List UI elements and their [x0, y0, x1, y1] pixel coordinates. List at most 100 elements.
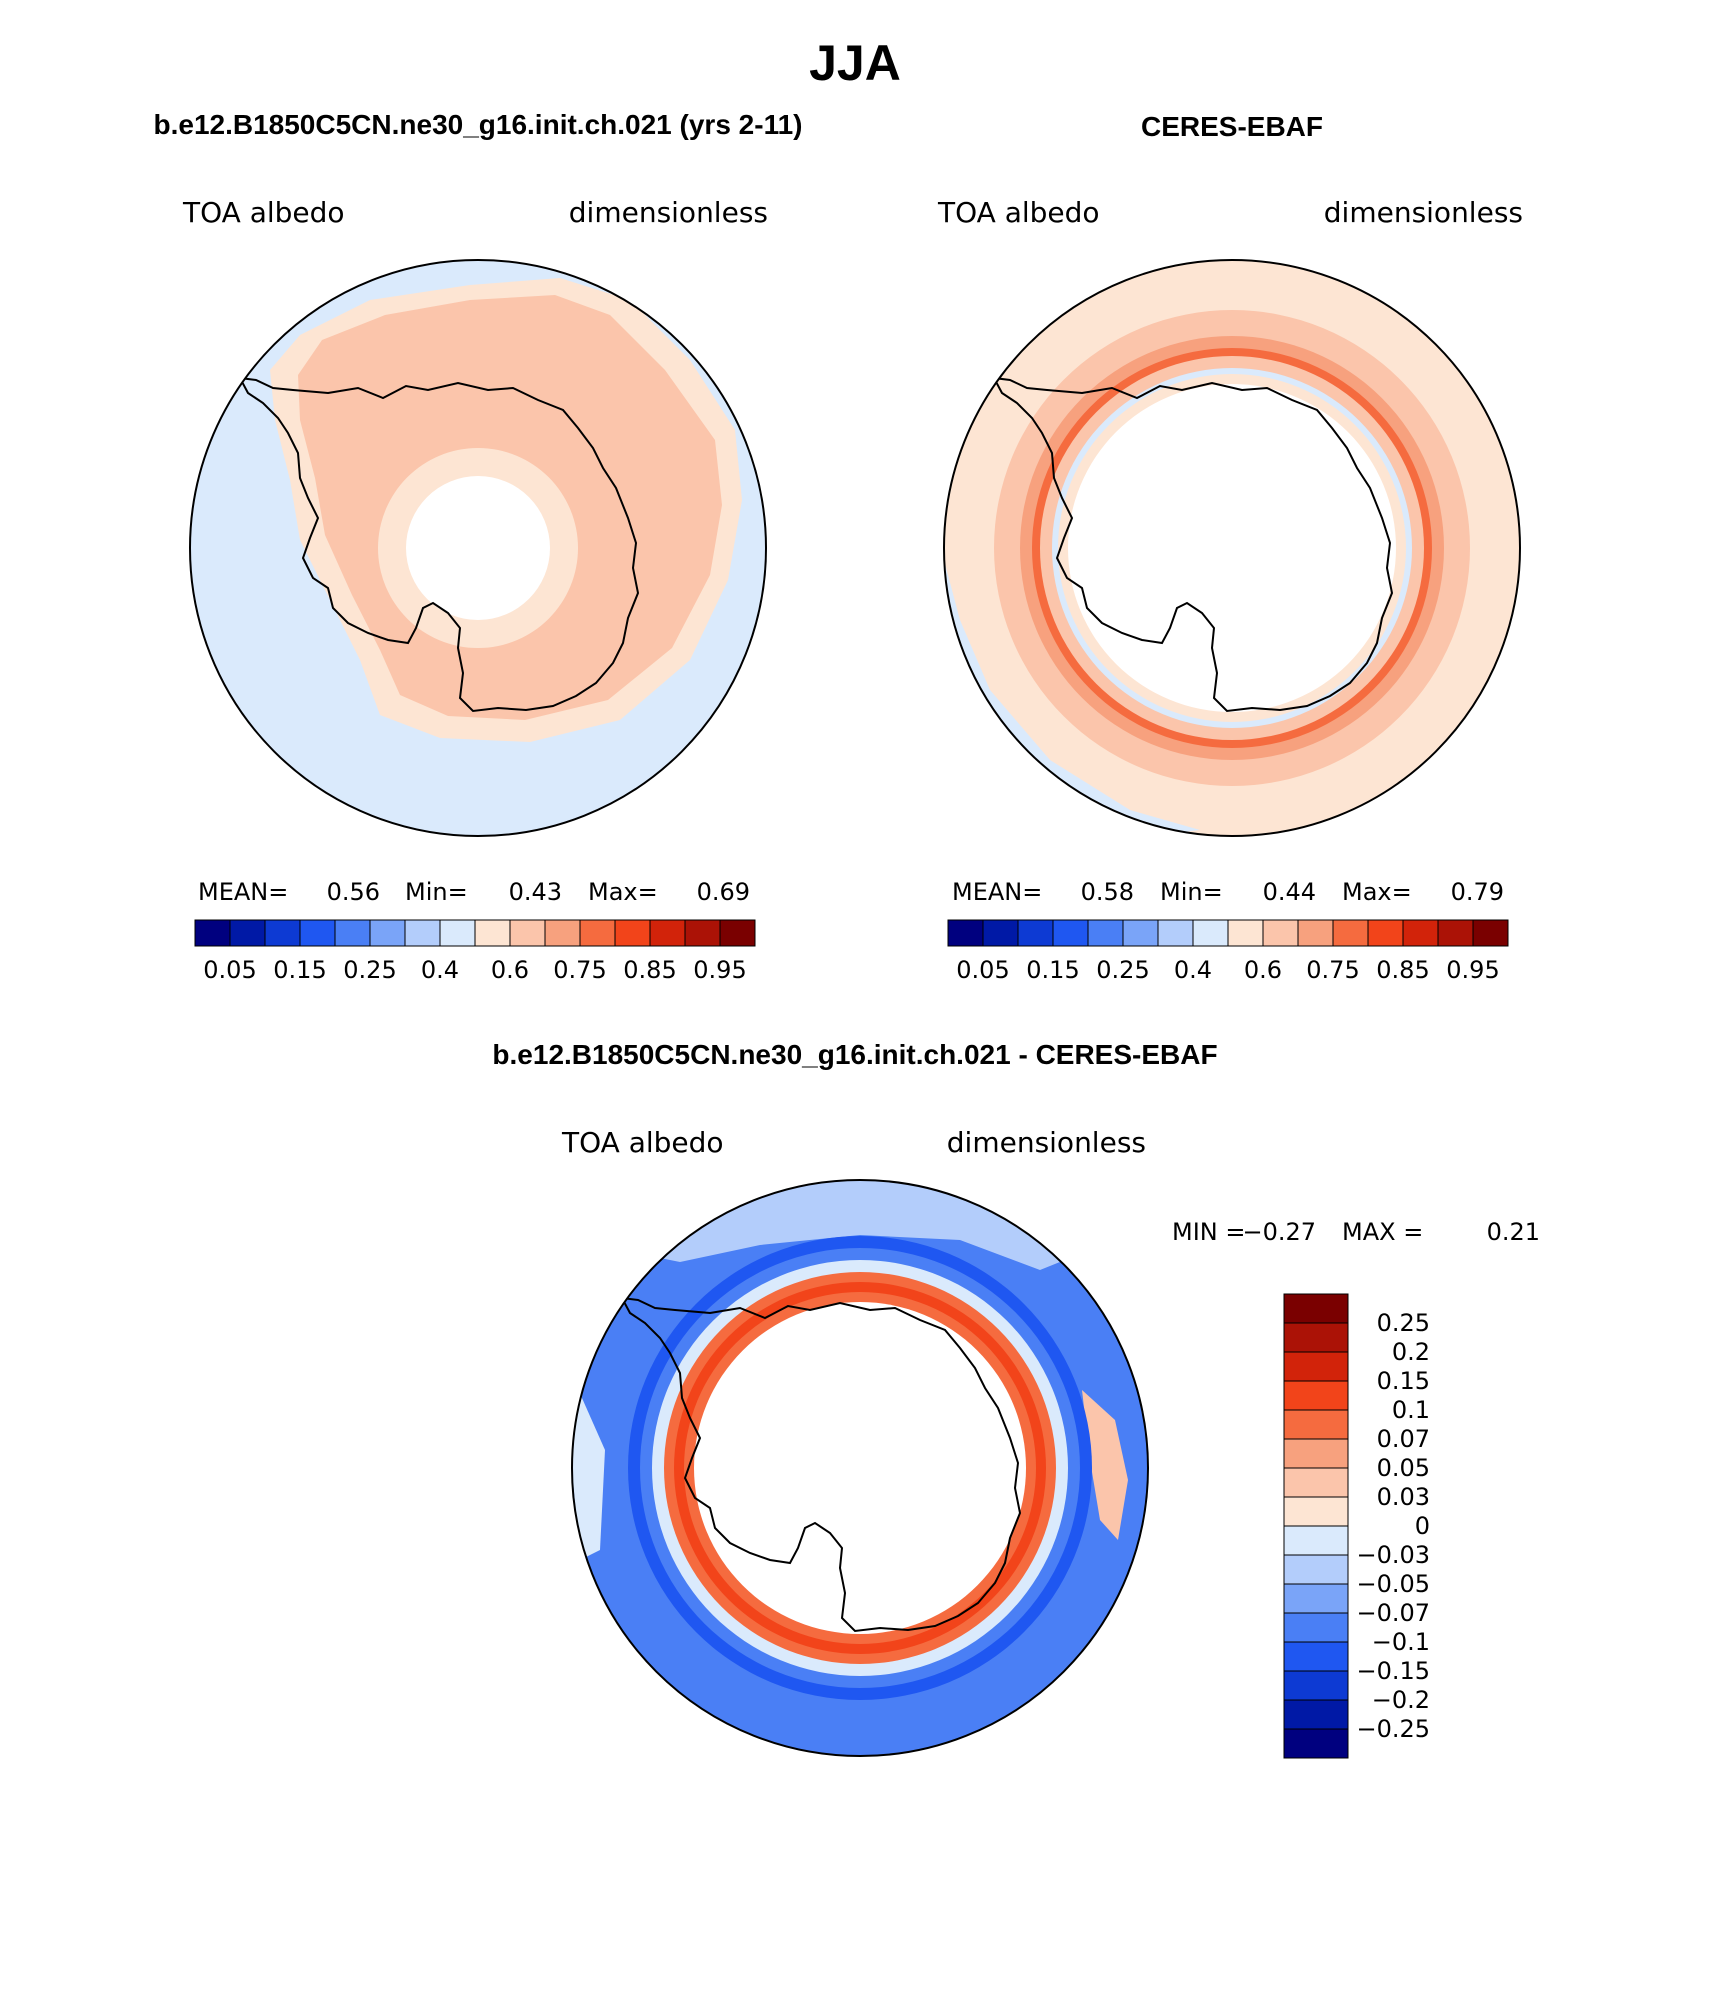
- colorbar-box: [1283, 1554, 1349, 1585]
- colorbar-tick-label: 0.85: [623, 956, 676, 984]
- panel-diff-left-label: TOA albedo: [561, 1126, 724, 1159]
- colorbar-tick-label: 0.05: [1377, 1454, 1430, 1482]
- colorbar-tick-label: −0.05: [1356, 1570, 1430, 1598]
- colorbar-box: [1472, 919, 1509, 947]
- colorbar-box: [1437, 919, 1474, 947]
- map-boundary: [571, 1179, 1149, 1757]
- colorbar-tick-label: 0.4: [421, 956, 459, 984]
- colorbar-box: [1297, 919, 1334, 947]
- colorbar-box: [1283, 1438, 1349, 1469]
- stat-min-label: MIN =: [1172, 1218, 1245, 1246]
- colorbar-box: [1332, 919, 1369, 947]
- stat-min-value: 0.44: [1263, 878, 1316, 906]
- missing-data-interior: [1068, 384, 1396, 712]
- panel-model: b.e12.B1850C5CN.ne30_g16.init.ch.021 (yr…: [153, 109, 802, 984]
- colorbar-box: [544, 919, 581, 947]
- colorbar-box: [474, 919, 511, 947]
- figure-title: JJA: [809, 35, 901, 91]
- colorbar-box: [1283, 1583, 1349, 1614]
- colorbar-box: [1052, 919, 1089, 947]
- panel-model-colorbar: 0.05 0.15 0.25 0.4 0.6 0.75 0.85 0.95: [194, 919, 756, 984]
- colorbar-tick-label: 0.03: [1377, 1483, 1430, 1511]
- stat-mean-label: MEAN=: [952, 878, 1042, 906]
- colorbar-box: [1017, 919, 1054, 947]
- missing-data-interior: [694, 1302, 1026, 1634]
- positive-bias-east: [1082, 1390, 1128, 1540]
- missing-data-pole: [406, 476, 550, 620]
- colorbar-box: [1283, 1409, 1349, 1440]
- colorbar-box: [1283, 1699, 1349, 1730]
- colorbar-box: [369, 919, 406, 947]
- map-boundary: [189, 259, 767, 837]
- stat-max-value: 0.79: [1451, 878, 1504, 906]
- colorbar-box: [334, 919, 371, 947]
- panel-model-stats: MEAN= 0.56 Min= 0.43 Max= 0.69: [198, 878, 750, 906]
- panel-diff-right-label: dimensionless: [947, 1126, 1146, 1159]
- stat-max-value: 0.69: [697, 878, 750, 906]
- colorbar-box: [404, 919, 441, 947]
- colorbar-tick-label: 0.6: [1244, 956, 1282, 984]
- colorbar-box: [1283, 1670, 1349, 1701]
- panel-model-left-label: TOA albedo: [182, 196, 345, 229]
- colorbar-tick-label: 0.95: [1446, 956, 1499, 984]
- colorbar-box: [1283, 1641, 1349, 1672]
- stat-mean-value: 0.58: [1081, 878, 1134, 906]
- colorbar-box: [1367, 919, 1404, 947]
- colorbar-tick-label: −0.07: [1356, 1599, 1430, 1627]
- panel-obs-map: [944, 260, 1520, 836]
- stat-max-label: Max=: [1342, 878, 1412, 906]
- panel-model-map: [190, 260, 766, 836]
- colorbar-box: [947, 919, 984, 947]
- panel-model-right-label: dimensionless: [569, 196, 768, 229]
- stat-min-label: Min=: [405, 878, 468, 906]
- colorbar-tick-label: 0.05: [203, 956, 256, 984]
- colorbar-box: [1262, 919, 1299, 947]
- colorbar-box: [1192, 919, 1229, 947]
- stat-min-value: 0.43: [509, 878, 562, 906]
- colorbar-tick-label: 0.1: [1392, 1396, 1430, 1424]
- colorbar-box: [1283, 1351, 1349, 1382]
- colorbar-tick-label: 0.6: [491, 956, 529, 984]
- stat-max-value: 0.21: [1487, 1218, 1540, 1246]
- colorbar-tick-label: −0.2: [1372, 1686, 1430, 1714]
- colorbar-tick-label: −0.03: [1356, 1541, 1430, 1569]
- colorbar-box: [684, 919, 721, 947]
- panel-diff-colorbar: 0.250.20.150.10.070.050.030−0.03−0.05−0.…: [1283, 1293, 1430, 1759]
- colorbar-tick-label: 0.15: [273, 956, 326, 984]
- colorbar-box: [229, 919, 266, 947]
- colorbar-box: [1283, 1612, 1349, 1643]
- colorbar-box: [264, 919, 301, 947]
- panel-obs-colorbar: 0.05 0.15 0.25 0.4 0.6 0.75 0.85 0.95: [947, 919, 1509, 984]
- stat-max-label: Max=: [588, 878, 658, 906]
- colorbar-tick-label: 0.95: [693, 956, 746, 984]
- colorbar-tick-label: 0.85: [1376, 956, 1429, 984]
- colorbar-tick-label: 0.25: [343, 956, 396, 984]
- panel-obs-left-label: TOA albedo: [937, 196, 1100, 229]
- colorbar-box: [982, 919, 1019, 947]
- colorbar-tick-label: 0.05: [956, 956, 1009, 984]
- colorbar-tick-label: −0.1: [1372, 1628, 1430, 1656]
- panel-diff-map: [572, 1180, 1148, 1756]
- colorbar-tick-label: 0.15: [1377, 1367, 1430, 1395]
- colorbar-box: [614, 919, 651, 947]
- stat-min-value: −0.27: [1242, 1218, 1316, 1246]
- colorbar-tick-label: 0.25: [1096, 956, 1149, 984]
- colorbar-tick-label: −0.15: [1356, 1657, 1430, 1685]
- colorbar-tick-label: 0: [1415, 1512, 1430, 1540]
- colorbar-box: [1227, 919, 1264, 947]
- colorbar-box: [439, 919, 476, 947]
- stat-max-label: MAX =: [1342, 1218, 1423, 1246]
- map-boundary: [943, 259, 1521, 837]
- colorbar-box: [1157, 919, 1194, 947]
- colorbar-box: [1283, 1496, 1349, 1527]
- colorbar-box: [1283, 1322, 1349, 1353]
- colorbar-box: [1122, 919, 1159, 947]
- colorbar-box: [719, 919, 756, 947]
- colorbar-tick-label: 0.25: [1377, 1309, 1430, 1337]
- panel-obs-stats: MEAN= 0.58 Min= 0.44 Max= 0.79: [952, 878, 1504, 906]
- panel-model-heading: b.e12.B1850C5CN.ne30_g16.init.ch.021 (yr…: [153, 109, 802, 140]
- stat-mean-label: MEAN=: [198, 878, 288, 906]
- colorbar-box: [1283, 1293, 1349, 1324]
- stat-min-label: Min=: [1160, 878, 1223, 906]
- colorbar-box: [1402, 919, 1439, 947]
